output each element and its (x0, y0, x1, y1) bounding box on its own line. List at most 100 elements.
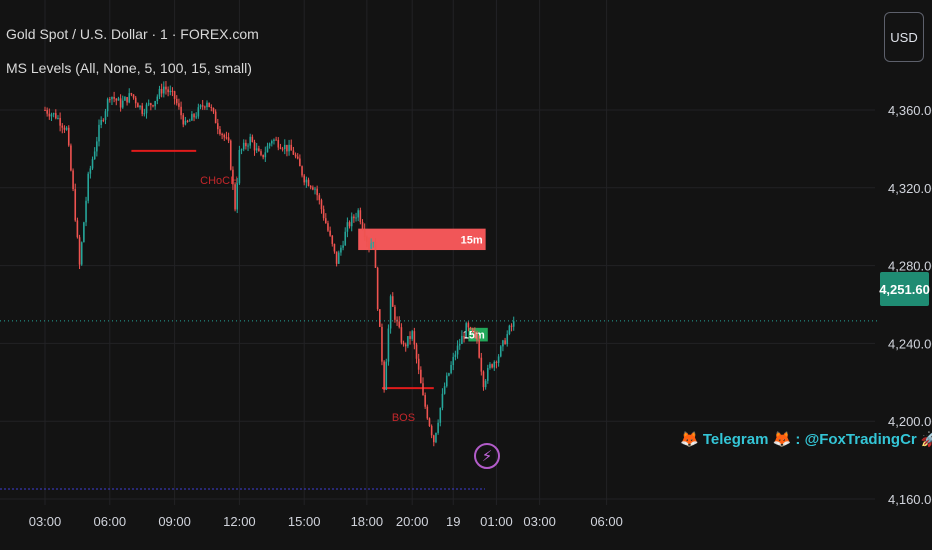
price-axis[interactable]: 4,360.00 4,320.00 4,280.00 4,240.00 4,200.00… (888, 103, 932, 507)
indicator-legend[interactable]: MS Levels (All, None, 5, 100, 15, small) (6, 60, 252, 76)
candle-body (301, 166, 303, 176)
candle-body (143, 113, 146, 115)
candle-body (199, 105, 202, 108)
candle-body (463, 335, 465, 337)
candle-body (314, 188, 316, 190)
candle-body (89, 168, 92, 174)
candle-body (208, 102, 210, 107)
symbol-title[interactable]: Gold Spot / U.S. Dollar · 1 · FOREX.com (6, 26, 259, 42)
candle-body (366, 236, 368, 242)
candle-body (260, 151, 262, 155)
candle-body (476, 333, 478, 340)
candle-body (469, 327, 472, 329)
candle-body (52, 113, 55, 115)
candle-body (322, 209, 325, 219)
candle-body (493, 361, 496, 368)
y-tick-label: 4,320.00 (888, 181, 932, 196)
candle-body (262, 154, 264, 158)
y-tick-label: 4,200.00 (888, 414, 932, 429)
candle-body (512, 321, 515, 327)
candle-body (441, 393, 444, 408)
y-tick-label: 4,240.00 (888, 336, 932, 351)
x-tick-label: 18:00 (351, 514, 384, 529)
candle-body (467, 323, 470, 328)
candle-body (182, 115, 185, 125)
candle-body (271, 141, 273, 144)
candle-body (474, 331, 476, 334)
candle-body (141, 105, 143, 114)
candle-body (91, 159, 94, 169)
candle-body (44, 110, 46, 111)
candle-body (225, 137, 228, 139)
candle-body (465, 323, 467, 337)
x-tick-label: 09:00 (158, 514, 191, 529)
candle-body (217, 123, 219, 130)
candle-body (150, 103, 152, 106)
candle-body (359, 210, 362, 223)
candle-body (119, 98, 122, 108)
candle-body (169, 90, 172, 93)
candle-body (454, 354, 457, 357)
candle-body (456, 345, 459, 355)
candle-body (96, 141, 98, 152)
candle-body (128, 93, 131, 103)
candle-body (491, 364, 493, 368)
candle-body (115, 98, 118, 101)
candle-body (106, 99, 109, 112)
candle-body (279, 147, 282, 149)
candle-body (74, 189, 77, 221)
candle-body (55, 113, 57, 119)
y-tick-label: 4,280.00 (888, 259, 932, 274)
candle-body (258, 148, 260, 152)
candle-body (327, 223, 329, 231)
candle-body (61, 125, 64, 128)
level-label: BOS (392, 412, 415, 424)
candle-body (387, 328, 390, 362)
candle-body (227, 137, 230, 141)
candle-body (357, 210, 359, 218)
candle-body (57, 117, 59, 119)
candle-body (281, 148, 284, 150)
x-tick-label: 19 (446, 514, 460, 529)
candle-body (147, 103, 150, 105)
candle-body (121, 100, 124, 108)
candle-body (251, 136, 254, 142)
candle-body (201, 105, 204, 107)
candle-body (346, 222, 349, 232)
candle-body (245, 142, 247, 147)
candle-body (487, 368, 489, 381)
candle-body (426, 406, 429, 419)
candle-body (379, 309, 381, 327)
candle-body (242, 142, 245, 150)
candle-body (292, 150, 295, 155)
candle-body (422, 383, 424, 396)
candle-body (337, 252, 340, 264)
candle-body (93, 151, 96, 160)
candle-body (288, 144, 290, 152)
x-tick-label: 20:00 (396, 514, 429, 529)
candle-body (452, 356, 455, 366)
candle-body (407, 336, 409, 347)
telegram-watermark: 🦊 Telegram 🦊 : @FoxTradingCr 🚀 (680, 431, 932, 448)
candle-body (316, 188, 318, 196)
candle-body (318, 195, 321, 201)
candle-body (439, 407, 442, 423)
grid-lines (0, 0, 875, 505)
currency-button[interactable]: USD (884, 12, 924, 62)
candle-body (482, 371, 485, 388)
candle-body (273, 139, 275, 142)
candle-body (72, 170, 74, 190)
structure-levels: CHoCH BOS (131, 149, 434, 424)
candle-body (130, 93, 133, 95)
x-tick-label: 03:00 (523, 514, 556, 529)
candle-body (430, 426, 433, 436)
candle-body (402, 342, 405, 345)
candle-body (296, 156, 299, 159)
candle-body (480, 357, 483, 372)
time-axis[interactable]: 03:00 06:00 09:00 12:00 15:00 18:00 20:00 19 01:… (29, 514, 623, 529)
lightning-icon[interactable]: ⚡ (474, 443, 500, 469)
candle-body (152, 105, 154, 107)
candle-body (163, 86, 165, 94)
candle-body (353, 216, 355, 219)
